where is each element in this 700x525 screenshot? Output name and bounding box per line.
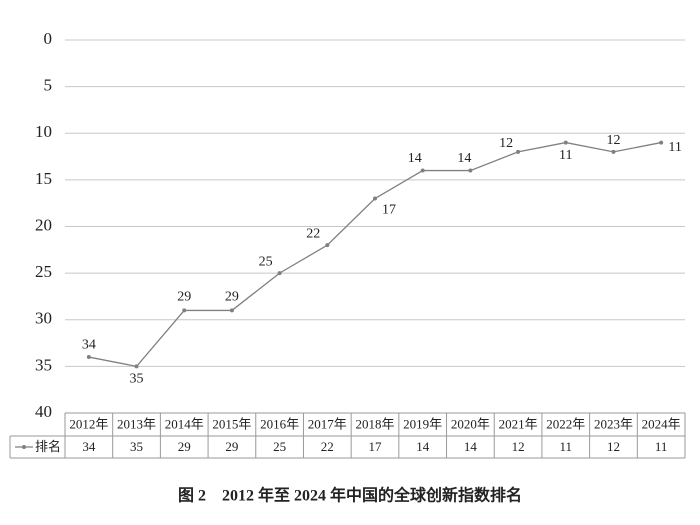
y-tick-label: 5 bbox=[44, 76, 53, 95]
point bbox=[229, 308, 234, 313]
point bbox=[420, 168, 425, 173]
data-label: 29 bbox=[225, 290, 239, 305]
table-value: 12 bbox=[607, 439, 620, 454]
table-value: 34 bbox=[82, 439, 96, 454]
table-value: 14 bbox=[464, 439, 478, 454]
x-tick-label: 2013年 bbox=[117, 416, 156, 431]
y-tick-label: 0 bbox=[44, 29, 53, 48]
legend-marker bbox=[22, 445, 26, 449]
legend-label: 排名 bbox=[35, 439, 61, 454]
x-tick-label: 2017年 bbox=[308, 416, 347, 431]
data-label: 29 bbox=[177, 290, 191, 305]
y-tick-label: 15 bbox=[35, 169, 52, 188]
data-label: 12 bbox=[499, 136, 513, 151]
x-tick-label: 2022年 bbox=[546, 416, 585, 431]
point bbox=[659, 140, 664, 145]
x-tick-label: 2020年 bbox=[451, 416, 490, 431]
table-value: 12 bbox=[512, 439, 525, 454]
data-label: 14 bbox=[457, 151, 471, 166]
x-tick-label: 2023年 bbox=[594, 416, 633, 431]
table-value: 17 bbox=[369, 439, 383, 454]
y-tick-label: 35 bbox=[35, 355, 52, 374]
point bbox=[516, 149, 521, 154]
data-label: 11 bbox=[668, 140, 681, 155]
x-tick-label: 2012年 bbox=[69, 416, 108, 431]
chart-caption: 图 2 2012 年至 2024 年中国的全球创新指数排名 bbox=[178, 486, 522, 505]
data-label: 17 bbox=[382, 203, 396, 218]
x-tick-label: 2019年 bbox=[403, 416, 442, 431]
point bbox=[373, 196, 377, 201]
x-tick-label: 2016年 bbox=[260, 416, 299, 431]
point bbox=[563, 140, 568, 145]
data-label: 35 bbox=[130, 372, 144, 387]
point bbox=[86, 355, 91, 360]
x-tick-label: 2021年 bbox=[499, 416, 538, 431]
y-tick-label: 20 bbox=[35, 215, 52, 234]
table-value: 29 bbox=[178, 439, 191, 454]
data-label: 11 bbox=[559, 148, 572, 163]
y-tick-label: 40 bbox=[35, 402, 52, 421]
y-tick-label: 10 bbox=[35, 122, 52, 141]
point bbox=[611, 149, 616, 154]
data-label: 22 bbox=[306, 226, 320, 241]
table-value: 25 bbox=[273, 439, 286, 454]
data-label: 25 bbox=[259, 254, 273, 269]
line bbox=[88, 141, 662, 368]
y-tick-label: 25 bbox=[35, 262, 52, 281]
table-value: 35 bbox=[130, 439, 143, 454]
x-tick-label: 2024年 bbox=[642, 416, 681, 431]
data-label: 14 bbox=[408, 151, 422, 166]
data-label: 34 bbox=[82, 337, 96, 352]
data-label: 12 bbox=[606, 133, 620, 148]
table-value: 22 bbox=[321, 439, 334, 454]
point bbox=[182, 308, 187, 313]
table-value: 14 bbox=[416, 439, 430, 454]
point bbox=[134, 364, 139, 369]
table-value: 29 bbox=[225, 439, 238, 454]
table-value: 11 bbox=[655, 439, 668, 454]
x-tick-label: 2014年 bbox=[165, 416, 204, 431]
table-value: 11 bbox=[560, 439, 573, 454]
x-tick-label: 2018年 bbox=[355, 416, 394, 431]
y-tick-label: 30 bbox=[35, 309, 52, 328]
point bbox=[468, 168, 473, 173]
point bbox=[277, 271, 282, 276]
x-tick-label: 2015年 bbox=[212, 416, 251, 431]
point bbox=[325, 243, 330, 248]
